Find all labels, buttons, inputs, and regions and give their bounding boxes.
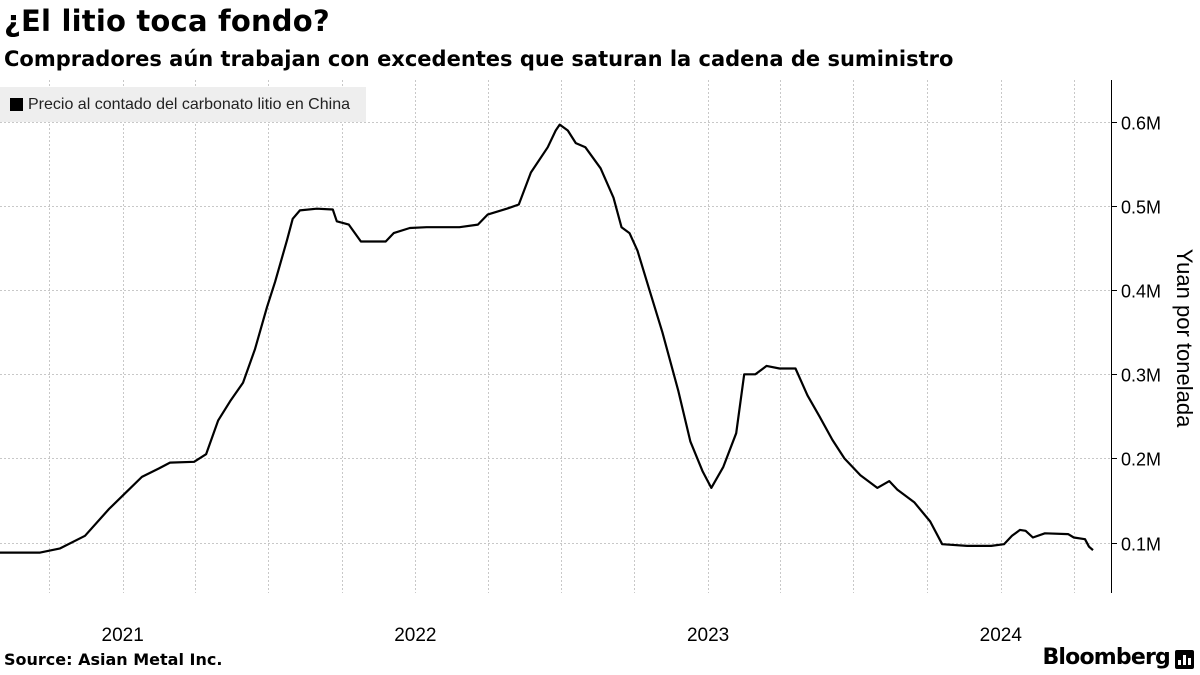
y-tick-label: 0.4M (1121, 282, 1161, 302)
y-tick-label: 0.6M (1121, 114, 1161, 134)
legend-swatch (10, 98, 23, 111)
y-tick-label: 0.2M (1121, 450, 1161, 470)
x-tick-label: 2021 (102, 625, 144, 646)
chart-legend: Precio al contado del carbonato litio en… (0, 87, 366, 122)
chart-title: ¿El litio toca fondo? (4, 4, 330, 38)
chart-subtitle: Compradores aún trabajan con excedentes … (4, 47, 954, 71)
y-tick-label: 0.3M (1121, 366, 1161, 386)
x-tick-label: 2022 (394, 625, 436, 646)
source-note: Source: Asian Metal Inc. (4, 650, 223, 669)
y-tick-label: 0.5M (1121, 198, 1161, 218)
legend-label: Precio al contado del carbonato litio en… (28, 95, 350, 113)
y-axis-title: Yuan por tonelada (1172, 249, 1197, 428)
brand-logo-text: Bloomberg (1042, 645, 1170, 670)
series-line (0, 123, 1094, 554)
bloomberg-bars-icon (1175, 650, 1194, 669)
x-tick-label: 2024 (980, 625, 1023, 646)
y-tick-label: 0.1M (1121, 535, 1161, 555)
x-tick-label: 2023 (687, 625, 729, 646)
